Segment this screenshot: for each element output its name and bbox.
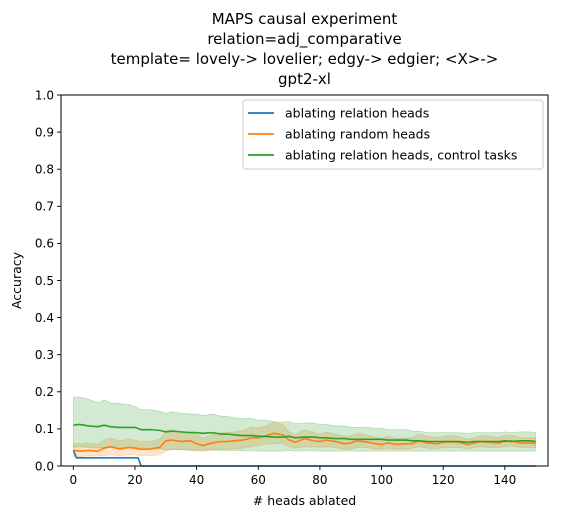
y-tick-label: 0.1 <box>35 422 54 436</box>
y-tick-label: 0.3 <box>35 348 54 362</box>
x-tick-label: 60 <box>251 473 266 487</box>
y-tick-label: 1.0 <box>35 88 54 102</box>
x-tick-label: 80 <box>312 473 327 487</box>
series-line-2 <box>73 423 536 444</box>
legend-label-0: ablating relation heads <box>285 106 429 121</box>
confidence-bands <box>72 396 537 458</box>
confidence-band-1 <box>72 421 537 458</box>
chart-title-line: relation=adj_comparative <box>207 30 401 49</box>
y-axis-label: Accuracy <box>9 251 24 309</box>
x-tick-label: 0 <box>70 473 78 487</box>
y-tick-label: 0.9 <box>35 125 54 139</box>
x-axis-label: # heads ablated <box>253 493 356 508</box>
y-axis-ticks: 0.0 0.1 0.2 0.3 0.4 0.5 0.6 0.7 0.8 0.9 1.0 <box>35 88 61 473</box>
y-tick-label: 0.4 <box>35 311 54 325</box>
y-tick-label: 0.2 <box>35 385 54 399</box>
x-tick-label: 20 <box>127 473 142 487</box>
y-tick-label: 0.5 <box>35 274 54 288</box>
x-tick-label: 120 <box>432 473 455 487</box>
x-axis-ticks: 0 20 40 60 80 100 120 140 <box>70 466 516 487</box>
chart-title-line: MAPS causal experiment <box>212 10 398 28</box>
y-tick-label: 0.0 <box>35 459 54 473</box>
chart-title-line: gpt2-xl <box>278 70 331 88</box>
x-tick-label: 140 <box>493 473 516 487</box>
legend-box <box>242 99 544 170</box>
chart-title-line: template= lovely-> lovelier; edgy-> edgi… <box>111 50 499 68</box>
y-tick-label: 0.7 <box>35 200 54 214</box>
x-tick-label: 40 <box>189 473 204 487</box>
legend-label-1: ablating random heads <box>285 127 430 142</box>
x-tick-label: 100 <box>370 473 393 487</box>
confidence-band-2 <box>72 396 537 452</box>
legend-label-2: ablating relation heads, control tasks <box>285 148 517 163</box>
chart-title: MAPS causal experiment relation=adj_compa… <box>111 10 499 88</box>
y-tick-label: 0.6 <box>35 237 54 251</box>
legend: ablating relation heads ablating random h… <box>242 99 544 170</box>
y-tick-label: 0.8 <box>35 163 54 177</box>
